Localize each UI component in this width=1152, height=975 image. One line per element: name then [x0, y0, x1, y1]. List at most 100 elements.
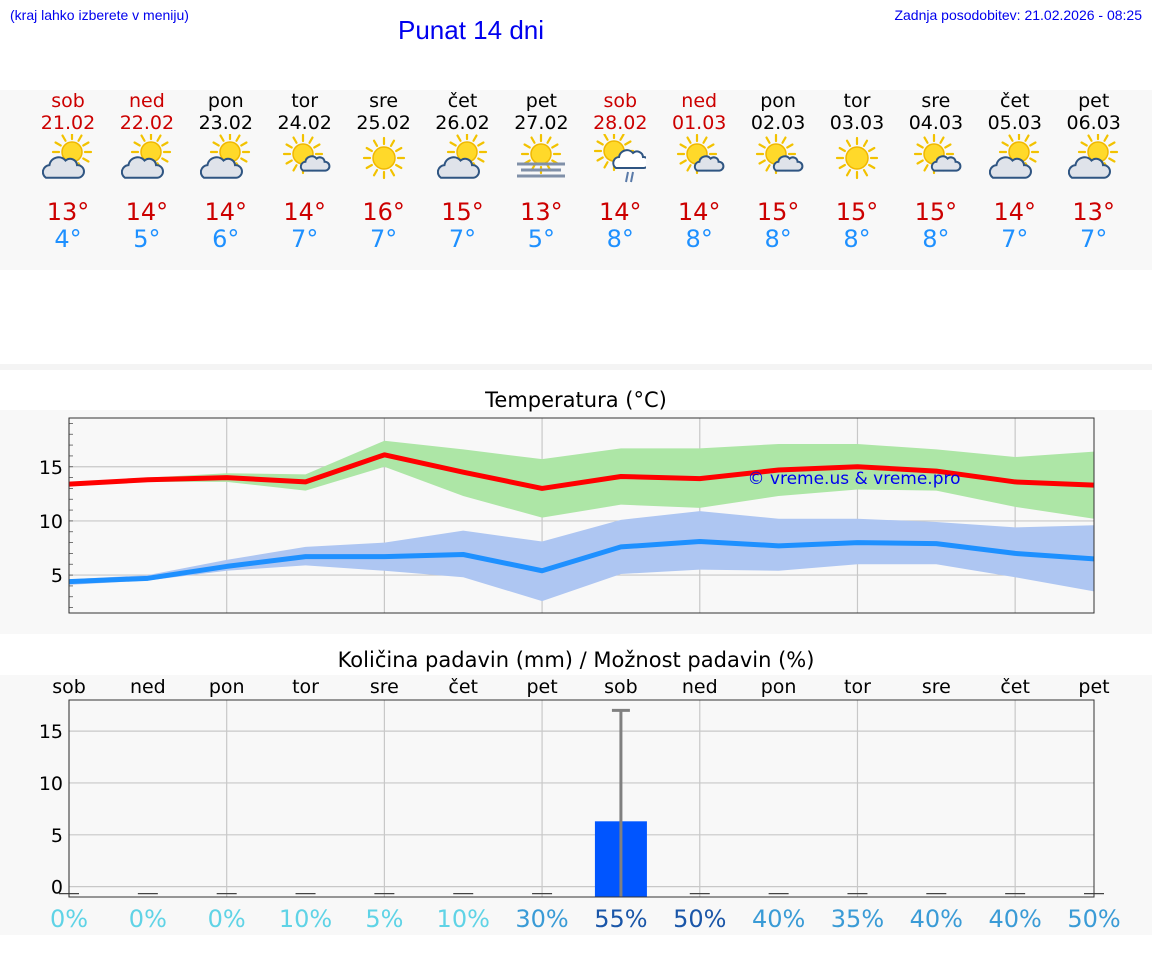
- forecast-day: tor 24.02 14° 7°: [265, 90, 345, 270]
- cloud-icon: [930, 155, 962, 172]
- max-temperature: 14°: [677, 198, 721, 226]
- sun-icon: [835, 136, 879, 180]
- max-temperature: 15°: [441, 198, 484, 226]
- cloud-icon: [436, 156, 480, 179]
- forecast-day: pon 23.02 14° 6°: [186, 90, 266, 270]
- precipitation-probability: 55%: [594, 905, 647, 933]
- x-category-label: tor: [844, 676, 871, 698]
- cloud-icon: [299, 155, 331, 172]
- minor-ticks: [69, 423, 73, 608]
- min-temperature: 8°: [606, 225, 634, 253]
- day-name: ned: [128, 90, 165, 112]
- forecast-day: pon 02.03 15° 8°: [738, 90, 818, 270]
- day-name: pon: [760, 90, 796, 112]
- sun-cloud-icon: [120, 134, 171, 179]
- sun-small-cloud-icon: [913, 134, 962, 175]
- forecast-day: tor 03.03 15° 8°: [817, 90, 897, 270]
- min-temperature: 5°: [527, 225, 556, 253]
- x-category-label: čet: [1000, 676, 1030, 698]
- forecast-day: ned 22.02 14° 5°: [107, 90, 187, 270]
- max-temperature: 14°: [283, 198, 326, 226]
- day-name: ned: [681, 90, 718, 112]
- page-title: Punat 14 dni: [398, 15, 545, 45]
- day-date: 27.02: [514, 112, 569, 134]
- x-category-label: pon: [761, 676, 797, 698]
- cloud-icon: [120, 156, 164, 179]
- x-category-label: čet: [448, 676, 478, 698]
- max-temperature: 13°: [46, 198, 90, 226]
- max-temperature: 13°: [1072, 198, 1115, 226]
- last-updated: Zadnja posodobitev: 21.02.2026 - 08:25: [894, 7, 1142, 23]
- precipitation-probability: 35%: [831, 905, 884, 933]
- max-temperature-line: [68, 452, 1095, 491]
- day-name: sob: [603, 90, 638, 112]
- cloud-icon: [988, 156, 1032, 179]
- min-temperature-line: [68, 539, 1095, 585]
- plot-frame: [68, 417, 1095, 614]
- min-temperature: 7°: [291, 225, 319, 253]
- day-name: čet: [1000, 90, 1030, 112]
- cloud-icon: [42, 156, 85, 179]
- day-date: 01.03: [671, 112, 727, 134]
- max-temperature: 14°: [993, 198, 1037, 226]
- precipitation-probability: 0%: [208, 905, 246, 933]
- x-category-label: sob: [604, 676, 638, 698]
- precipitation-chart: sob ned pon tor sre čet pet sob ned pon tor sre čet p…: [39, 676, 1121, 933]
- day-name: sre: [369, 90, 399, 112]
- forecast-day: čet 26.02 15° 7°: [423, 90, 503, 270]
- min-temperature: 7°: [448, 225, 477, 253]
- x-category-label: sre: [922, 676, 951, 698]
- sun-cloud-icon: [42, 134, 93, 179]
- max-temperature: 15°: [835, 198, 879, 226]
- day-name: čet: [447, 90, 478, 112]
- max-temperature: 14°: [204, 198, 248, 226]
- day-name: tor: [843, 90, 871, 112]
- forecast-day: čet 05.03 14° 7°: [975, 90, 1055, 270]
- min-temperature: 5°: [133, 225, 161, 253]
- min-temperature: 7°: [1001, 225, 1029, 253]
- plot-frame: [68, 699, 1095, 898]
- cloud-icon: [772, 155, 804, 172]
- min-temperature: 8°: [764, 225, 792, 253]
- forecast-day: sob 28.02 14° 8°: [580, 90, 660, 270]
- y-tick-label: 15: [39, 457, 63, 479]
- min-temperature: 4°: [54, 225, 82, 253]
- precipitation-chart-title: Količina padavin (mm) / Možnost padavin …: [337, 648, 815, 672]
- rain-cloud-icon: [612, 149, 647, 169]
- plot-area: [69, 700, 1094, 897]
- day-date: 03.03: [829, 112, 885, 134]
- sun-icon: [835, 136, 879, 180]
- x-category-label: tor: [292, 676, 319, 698]
- day-date: 06.03: [1066, 112, 1121, 134]
- sun-icon: [362, 136, 405, 180]
- x-category-label: pon: [209, 676, 245, 698]
- precipitation-probability: 50%: [673, 905, 726, 933]
- sun-small-cloud-icon: [282, 134, 331, 175]
- day-date: 28.02: [593, 112, 648, 134]
- day-date: 24.02: [277, 112, 332, 134]
- cloud-icon: [694, 155, 725, 172]
- day-name: pet: [1078, 90, 1110, 112]
- sun-icon: [446, 134, 487, 173]
- max-temperature: 16°: [362, 198, 405, 226]
- forecast-day: sob 21.02 13° 4°: [28, 90, 108, 270]
- precipitation-probability: 40%: [752, 905, 805, 933]
- precipitation-probability: 40%: [988, 905, 1041, 933]
- forecast-day: sre 04.03 15° 8°: [896, 90, 976, 270]
- min-temperature: 8°: [685, 225, 713, 253]
- max-temperature: 15°: [756, 198, 800, 226]
- temperature-chart: 5 10 15 © vreme.us & vreme.pro: [39, 417, 1095, 614]
- x-category-label: ned: [682, 676, 718, 698]
- max-temperature: 15°: [914, 198, 958, 226]
- location-hint[interactable]: (kraj lahko izberete v meniju): [10, 7, 189, 23]
- min-temperature: 8°: [843, 225, 871, 253]
- day-date: 21.02: [40, 112, 96, 134]
- y-tick-label: 5: [51, 565, 63, 587]
- precipitation-probability: 10%: [279, 905, 332, 933]
- day-name: sob: [51, 90, 85, 112]
- rain-icon: [625, 171, 635, 183]
- sun-small-cloud-icon: [677, 134, 725, 175]
- precipitation-probability: 0%: [50, 905, 88, 933]
- sun-cloud-icon: [199, 134, 250, 179]
- fog-icon: [517, 162, 566, 178]
